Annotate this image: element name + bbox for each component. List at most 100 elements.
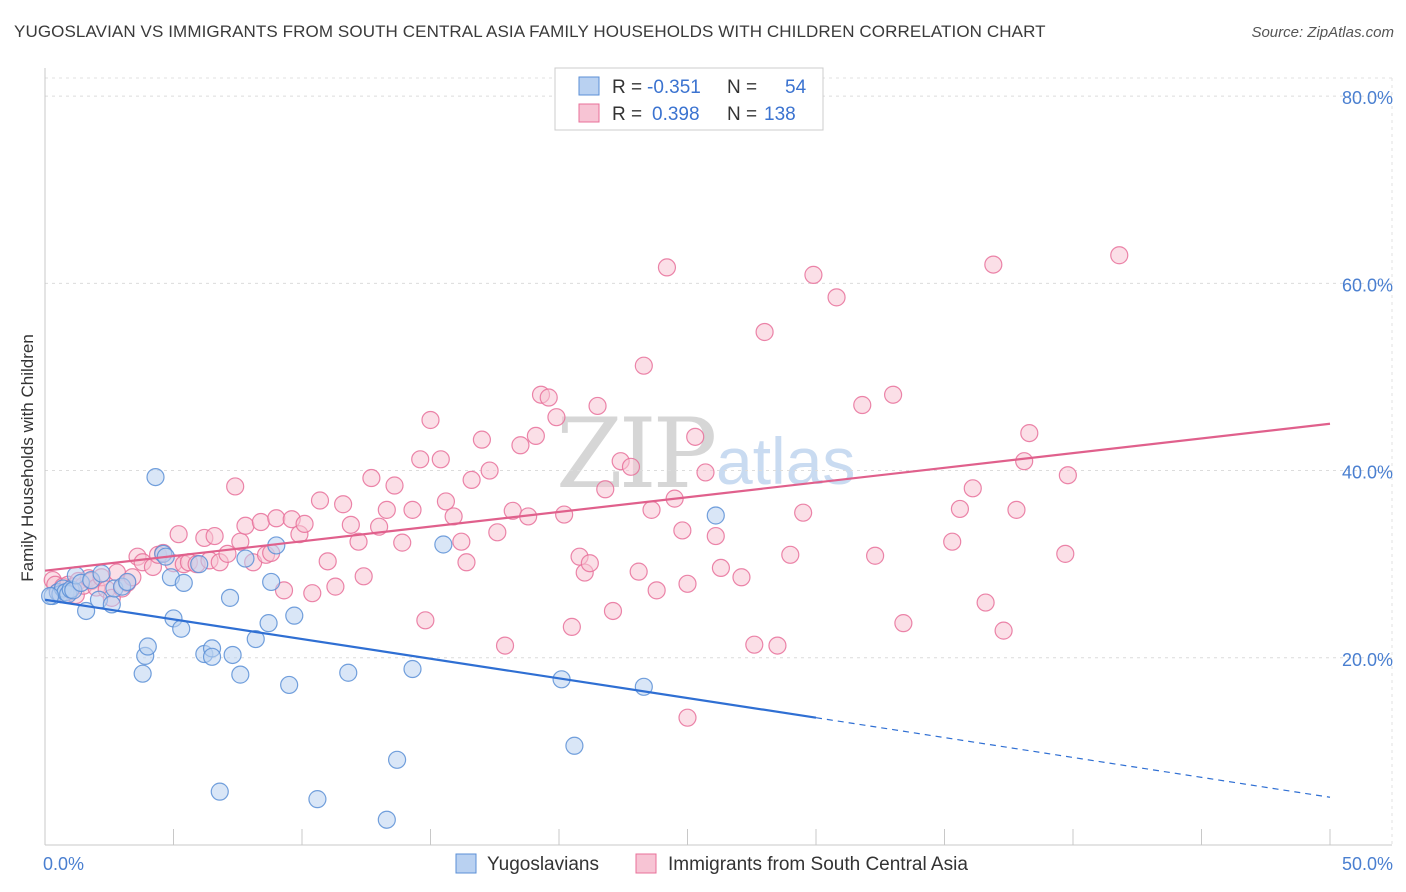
pink-point — [555, 505, 574, 524]
pink-point — [526, 426, 545, 446]
blue-point — [565, 736, 584, 755]
pink-point — [393, 533, 412, 552]
pink-point — [580, 554, 599, 573]
pink-point — [411, 450, 430, 469]
blue-point — [339, 663, 358, 682]
pink-point — [362, 468, 381, 488]
pink-point — [416, 611, 435, 630]
pink-point — [588, 396, 607, 416]
source-label: Source: ZipAtlas.com — [1251, 24, 1394, 41]
pink-point — [274, 581, 294, 600]
blue-point — [308, 790, 327, 809]
blue-point — [138, 637, 157, 656]
blue-point — [434, 535, 453, 554]
pink-point — [539, 388, 558, 407]
pink-point — [976, 593, 995, 612]
pink-point — [732, 568, 751, 587]
y-tick-labels: 20.0% 40.0% 60.0% 80.0% — [1342, 88, 1393, 670]
pink-point — [318, 552, 337, 571]
pink-point — [295, 514, 314, 534]
pink-point — [963, 479, 982, 498]
pink-point — [894, 614, 913, 633]
x-tick-label-min: 0.0% — [43, 854, 84, 874]
bottom-legend-label-1: Yugoslavians — [487, 854, 599, 875]
series-legend: Yugoslavians Immigrants from South Centr… — [455, 853, 968, 875]
bottom-legend-label-2: Immigrants from South Central Asia — [668, 854, 968, 875]
trend-line-blue — [44, 598, 817, 719]
pink-point — [354, 567, 373, 586]
pink-point — [169, 525, 188, 544]
legend-n-value-1: 54 — [785, 77, 807, 98]
pink-point — [421, 410, 440, 430]
pink-point — [403, 500, 422, 519]
pink-point — [480, 461, 499, 480]
blue-point — [172, 619, 191, 638]
blue-point — [377, 810, 396, 829]
y-tick-label: 60.0% — [1342, 275, 1393, 295]
pink-point — [642, 500, 661, 519]
pink-point — [745, 635, 764, 654]
pink-point — [657, 258, 677, 277]
pink-point — [341, 515, 360, 534]
legend-swatch-blue — [578, 76, 600, 96]
pink-point — [711, 558, 731, 578]
y-tick-label: 20.0% — [1342, 650, 1393, 670]
pink-point — [1020, 423, 1039, 443]
y-tick-label: 40.0% — [1342, 463, 1393, 483]
legend-n-label-2: N = — [727, 104, 757, 125]
pink-point — [1058, 466, 1077, 485]
pink-point — [562, 617, 581, 636]
pink-point — [226, 477, 245, 496]
legend-r-value-2: 0.398 — [652, 104, 700, 125]
blue-point — [387, 750, 407, 769]
pink-point — [452, 532, 471, 551]
x-tick-labels: 0.0% 50.0% — [43, 854, 1393, 874]
pink-point — [794, 503, 813, 522]
pink-point — [457, 553, 476, 572]
pink-point — [647, 581, 666, 600]
legend-r-value-1: -0.351 — [647, 77, 701, 98]
pink-point — [1110, 246, 1129, 265]
pink-point — [984, 255, 1003, 274]
x-tick-label-max: 50.0% — [1342, 854, 1393, 874]
legend-swatch-pink — [578, 103, 600, 123]
correlation-legend: R = -0.351 N = 54 R = 0.398 N = 138 — [554, 67, 824, 131]
pink-point — [621, 457, 641, 476]
blue-point — [202, 647, 222, 666]
pink-point — [678, 708, 697, 727]
blue-point — [706, 506, 725, 525]
watermark-zip: ZIP — [556, 398, 715, 510]
blue-point — [146, 467, 165, 487]
pink-point — [629, 562, 648, 581]
blue-point — [220, 588, 240, 607]
pink-point — [462, 470, 481, 490]
bottom-legend-swatch-pink — [635, 853, 657, 874]
legend-r-label-2: R = — [612, 104, 642, 125]
pink-point — [349, 532, 368, 551]
pink-point — [385, 476, 404, 495]
trend-lines — [44, 422, 1331, 798]
y-tick-label: 80.0% — [1342, 88, 1393, 108]
blue-point — [133, 664, 152, 683]
blue-point — [118, 572, 137, 592]
y-axis-title: Family Households with Children — [18, 334, 37, 582]
pink-point — [634, 356, 653, 375]
pink-point — [488, 523, 507, 542]
trend-line-blue-extension — [815, 717, 1331, 798]
pink-point — [511, 436, 530, 455]
pink-point — [781, 545, 800, 564]
blue-point — [403, 659, 422, 679]
blue-point — [223, 645, 242, 665]
axes — [44, 68, 1392, 846]
blue-point — [210, 782, 229, 801]
pink-point — [377, 500, 396, 519]
pink-point — [267, 509, 286, 528]
pink-point — [950, 499, 970, 519]
pink-point — [827, 288, 846, 307]
legend-n-label-1: N = — [727, 77, 757, 98]
pink-point — [696, 463, 715, 482]
blue-point — [262, 572, 281, 592]
pink-point — [495, 636, 515, 655]
blue-point — [236, 549, 255, 568]
